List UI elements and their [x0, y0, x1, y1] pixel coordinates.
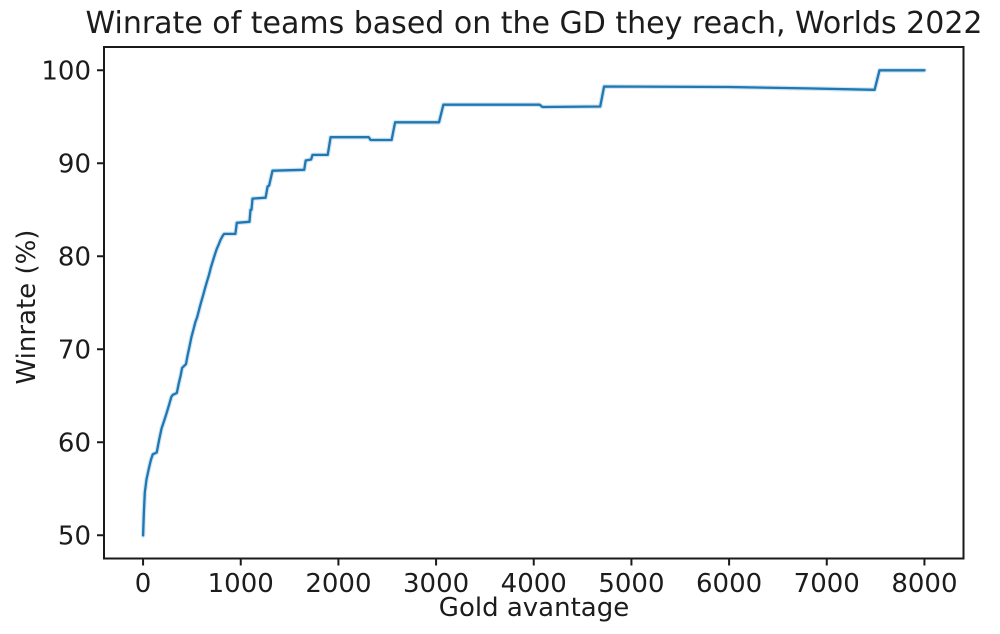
- x-tick-label: 6000: [696, 569, 762, 599]
- y-tick-label: 60: [58, 428, 91, 458]
- y-tick-label: 50: [58, 521, 91, 551]
- x-tick-label: 3000: [403, 569, 469, 599]
- chart-title: Winrate of teams based on the GD they re…: [85, 6, 983, 41]
- winrate-line-halo: [140, 68, 927, 538]
- x-tick-label: 1000: [208, 569, 274, 599]
- x-tick-label: 0: [135, 569, 152, 599]
- plot-border: [103, 46, 965, 560]
- x-tick-label: 5000: [598, 569, 664, 599]
- x-tick-label: 4000: [501, 569, 567, 599]
- winrate-line: [141, 69, 926, 537]
- y-tick-label: 80: [58, 242, 91, 272]
- x-tick-label: 2000: [305, 569, 371, 599]
- y-tick-label: 70: [58, 335, 91, 365]
- y-tick-label: 100: [41, 56, 91, 86]
- x-tick-label: 7000: [794, 569, 860, 599]
- x-tick-label: 8000: [891, 569, 957, 599]
- y-tick-label: 90: [58, 149, 91, 179]
- y-axis-label: Winrate (%): [12, 229, 42, 385]
- x-axis-label: Gold avantage: [438, 593, 630, 623]
